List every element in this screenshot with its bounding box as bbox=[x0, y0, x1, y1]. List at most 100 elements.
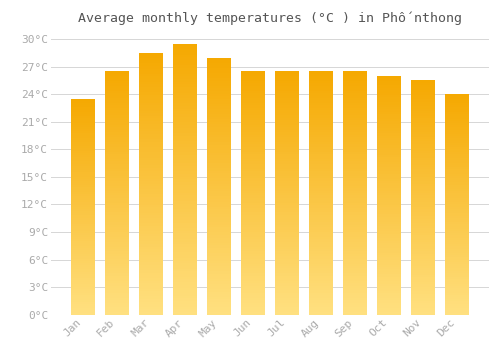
Bar bbox=[71, 202, 94, 205]
Bar bbox=[173, 131, 197, 133]
Bar bbox=[343, 302, 367, 305]
Bar bbox=[377, 100, 401, 102]
Bar bbox=[71, 228, 94, 231]
Bar bbox=[139, 218, 162, 220]
Bar bbox=[275, 203, 299, 205]
Bar bbox=[411, 174, 435, 176]
Bar bbox=[139, 215, 162, 218]
Bar bbox=[241, 118, 265, 120]
Bar bbox=[309, 147, 333, 149]
Bar bbox=[139, 184, 162, 187]
Bar bbox=[343, 183, 367, 186]
Bar bbox=[71, 144, 94, 146]
Bar bbox=[71, 252, 94, 254]
Bar bbox=[105, 79, 128, 81]
Bar bbox=[241, 159, 265, 161]
Bar bbox=[377, 296, 401, 298]
Bar bbox=[275, 193, 299, 195]
Bar bbox=[275, 100, 299, 103]
Bar bbox=[241, 237, 265, 239]
Bar bbox=[207, 183, 231, 186]
Bar bbox=[445, 235, 469, 238]
Bar bbox=[445, 279, 469, 282]
Bar bbox=[173, 84, 197, 87]
Bar bbox=[139, 249, 162, 252]
Bar bbox=[173, 79, 197, 82]
Bar bbox=[71, 172, 94, 174]
Bar bbox=[445, 160, 469, 163]
Bar bbox=[377, 152, 401, 155]
Bar bbox=[309, 100, 333, 103]
Bar bbox=[71, 233, 94, 235]
Bar bbox=[445, 200, 469, 202]
Bar bbox=[343, 249, 367, 251]
Bar bbox=[343, 156, 367, 159]
Bar bbox=[71, 209, 94, 211]
Bar bbox=[411, 111, 435, 113]
Bar bbox=[173, 212, 197, 215]
Bar bbox=[275, 105, 299, 108]
Bar bbox=[411, 266, 435, 268]
Bar bbox=[207, 155, 231, 158]
Bar bbox=[139, 294, 162, 296]
Bar bbox=[411, 122, 435, 125]
Bar bbox=[241, 266, 265, 268]
Bar bbox=[309, 312, 333, 315]
Bar bbox=[377, 195, 401, 198]
Bar bbox=[445, 268, 469, 271]
Bar bbox=[411, 216, 435, 219]
Bar bbox=[411, 214, 435, 216]
Bar bbox=[445, 220, 469, 222]
Bar bbox=[309, 286, 333, 288]
Bar bbox=[343, 142, 367, 144]
Bar bbox=[411, 310, 435, 313]
Bar bbox=[445, 204, 469, 207]
Bar bbox=[71, 237, 94, 239]
Bar bbox=[173, 220, 197, 223]
Bar bbox=[173, 296, 197, 299]
Bar bbox=[445, 288, 469, 290]
Bar bbox=[343, 225, 367, 227]
Bar bbox=[173, 55, 197, 57]
Bar bbox=[309, 246, 333, 249]
Bar bbox=[275, 290, 299, 293]
Bar bbox=[309, 288, 333, 290]
Bar bbox=[71, 308, 94, 310]
Bar bbox=[343, 178, 367, 181]
Bar bbox=[377, 226, 401, 229]
Bar bbox=[241, 103, 265, 105]
Bar bbox=[71, 295, 94, 298]
Bar bbox=[343, 239, 367, 242]
Bar bbox=[105, 193, 128, 195]
Bar bbox=[139, 139, 162, 142]
Bar bbox=[207, 160, 231, 163]
Bar bbox=[445, 134, 469, 136]
Bar bbox=[343, 283, 367, 286]
Bar bbox=[207, 222, 231, 225]
Bar bbox=[309, 200, 333, 203]
Bar bbox=[71, 313, 94, 315]
Bar bbox=[105, 205, 128, 208]
Bar bbox=[411, 287, 435, 289]
Bar bbox=[343, 166, 367, 169]
Bar bbox=[173, 152, 197, 155]
Bar bbox=[207, 148, 231, 150]
Bar bbox=[71, 181, 94, 183]
Bar bbox=[445, 255, 469, 257]
Bar bbox=[173, 225, 197, 228]
Bar bbox=[377, 135, 401, 138]
Bar bbox=[241, 302, 265, 305]
Bar bbox=[207, 194, 231, 196]
Bar bbox=[275, 208, 299, 210]
Bar bbox=[377, 90, 401, 93]
Bar bbox=[71, 157, 94, 159]
Bar bbox=[207, 281, 231, 284]
Bar bbox=[105, 181, 128, 183]
Bar bbox=[377, 183, 401, 186]
Bar bbox=[275, 181, 299, 183]
Bar bbox=[207, 96, 231, 99]
Bar bbox=[275, 293, 299, 295]
Bar bbox=[411, 195, 435, 198]
Bar bbox=[173, 260, 197, 263]
Bar bbox=[105, 246, 128, 249]
